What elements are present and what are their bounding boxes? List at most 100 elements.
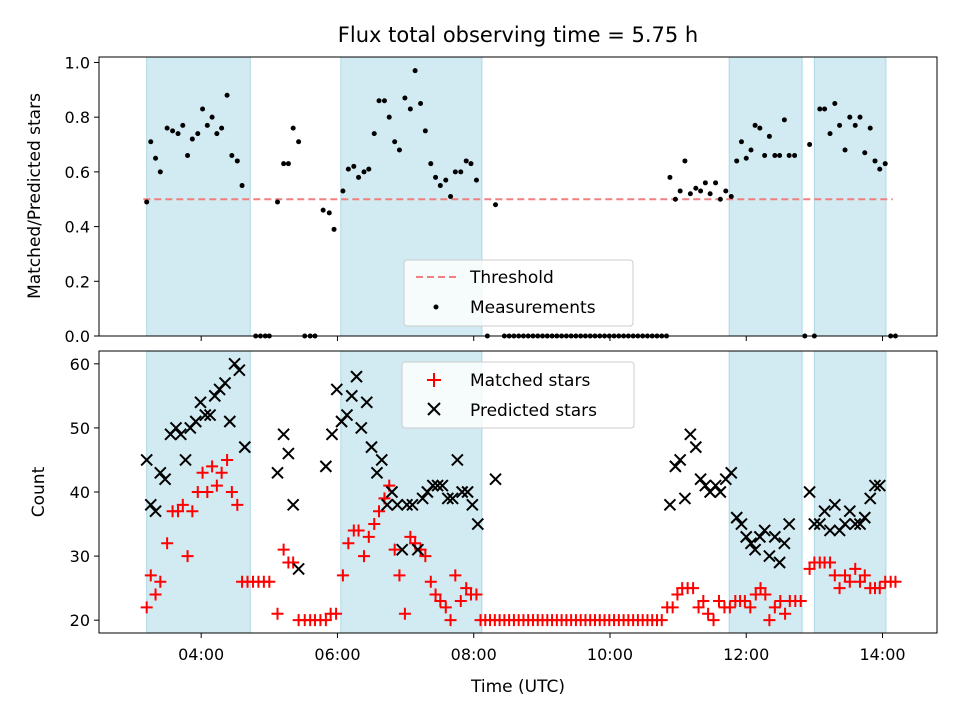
measurement-point <box>234 158 240 164</box>
measurement-point <box>867 125 873 131</box>
bottom-x-tick-label: 10:00 <box>587 645 633 664</box>
matched-star-point <box>404 530 417 543</box>
measurement-point <box>290 125 296 131</box>
predicted-star-point <box>873 479 886 492</box>
matched-star-point <box>702 607 715 620</box>
measurement-point <box>224 92 230 98</box>
matched-star-point <box>186 505 199 518</box>
matched-star-point <box>336 569 349 582</box>
measurement-point <box>781 117 787 123</box>
measurements-legend-marker <box>433 304 439 310</box>
predicted-star-point <box>330 383 343 396</box>
predicted-star-point <box>748 543 762 556</box>
matched-star-point <box>201 486 214 498</box>
bottom-x-tick-label: 06:00 <box>314 645 360 664</box>
matched-star-point <box>839 569 852 582</box>
top-y-tick-label: 0.8 <box>65 108 90 127</box>
predicted-star-point <box>808 517 821 531</box>
measurement-point <box>837 122 843 128</box>
predicted-star-point <box>238 440 252 454</box>
predicted-star-point <box>319 460 333 473</box>
bottom-y-tick-label: 40 <box>70 483 90 502</box>
predicted-star-point <box>277 428 290 441</box>
matched-star-point <box>263 575 276 588</box>
matched-star-point <box>277 543 290 556</box>
predicted-star-point <box>663 498 677 512</box>
matched-star-point <box>424 575 437 588</box>
predicted-star-point <box>669 460 682 473</box>
predicted-stars-legend-marker <box>427 402 441 416</box>
predicted-star-point <box>154 466 167 479</box>
predicted-star-point <box>406 498 419 512</box>
predicted-star-point <box>818 505 831 518</box>
predicted-star-point <box>782 517 796 531</box>
bottom-panel: 20 30 40 50 60 04:00 06:00 08:00 10:00 12:00 14:0… <box>29 350 938 664</box>
bottom-x-tick-label: 14:00 <box>859 645 905 664</box>
predicted-star-point <box>694 472 707 486</box>
shaded-interval <box>728 56 803 337</box>
measurement-point <box>345 166 351 172</box>
top-y-axis-label: Matched/Predicted stars <box>25 93 45 299</box>
top-legend: Threshold Measurements <box>403 259 634 327</box>
predicted-star-point <box>803 485 816 499</box>
top-y-tick-label: 0.0 <box>65 327 90 346</box>
measurement-point <box>376 98 382 104</box>
bottom-x-axis: 04:00 06:00 08:00 10:00 12:00 14:00 <box>178 633 906 664</box>
matched-star-point <box>655 614 668 627</box>
bottom-y-tick-label: 60 <box>70 355 90 374</box>
bottom-legend-box <box>401 361 635 429</box>
measurement-point <box>857 114 863 120</box>
measurement-point <box>468 161 474 167</box>
measurement-point <box>296 139 302 145</box>
measurement-point <box>381 98 387 104</box>
measurement-point <box>677 188 683 194</box>
measurement-point <box>822 106 828 112</box>
matched-star-point <box>210 479 223 492</box>
measurement-point <box>407 106 413 112</box>
matched-star-point <box>287 556 300 569</box>
matched-star-point <box>444 614 457 627</box>
measurement-point <box>792 152 798 158</box>
predicted-star-point <box>395 543 409 556</box>
predicted-star-point <box>768 530 782 544</box>
matched-star-point <box>140 601 153 614</box>
predicted-star-point <box>158 472 172 486</box>
predicted-star-point <box>740 530 753 544</box>
matched-star-point <box>434 594 447 607</box>
measurement-point <box>285 161 291 167</box>
predicted-star-point <box>169 421 183 435</box>
matched-star-point <box>144 569 157 582</box>
predicted-star-point <box>709 479 722 492</box>
top-axes-frame <box>98 56 938 337</box>
predicted-star-point <box>233 364 246 377</box>
predicted-star-point <box>365 440 378 454</box>
matched-star-point <box>671 588 684 601</box>
measurement-point <box>872 158 878 164</box>
predicted-star-point <box>189 415 202 428</box>
predicted-star-point <box>345 389 358 403</box>
matched-star-point <box>362 530 375 543</box>
predicted-star-point <box>730 511 743 524</box>
measurement-point <box>807 142 813 148</box>
measurement-point <box>877 166 883 172</box>
predicted-star-point <box>380 498 394 512</box>
measurement-point <box>195 131 201 137</box>
matched-star-point <box>723 601 736 614</box>
measurement-point <box>275 199 281 205</box>
matched-star-point <box>707 614 720 627</box>
predicted-star-point <box>149 505 162 518</box>
predicted-star-point <box>744 537 758 550</box>
measurement-point <box>219 125 225 131</box>
matched-star-point <box>849 562 862 575</box>
measurement-point <box>361 169 367 175</box>
x-axis-label: Time (UTC) <box>470 677 565 697</box>
matched-star-point <box>388 543 401 556</box>
matched-star-point <box>854 575 867 588</box>
matched-star-point <box>763 614 776 627</box>
predicted-star-point <box>355 421 368 435</box>
matched-star-point <box>779 607 792 620</box>
measurement-point <box>473 177 479 183</box>
predicted-star-point <box>208 389 222 403</box>
measurement-point <box>777 152 783 158</box>
bottom-y-axis-label: Count <box>29 466 49 517</box>
